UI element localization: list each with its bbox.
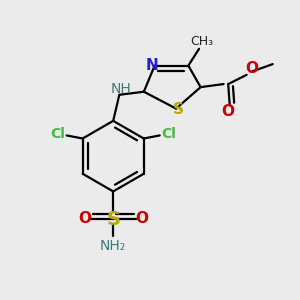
- Text: NH₂: NH₂: [100, 239, 126, 253]
- Text: O: O: [245, 61, 258, 76]
- Text: O: O: [78, 211, 91, 226]
- Text: N: N: [146, 58, 158, 73]
- Text: Cl: Cl: [50, 127, 65, 141]
- Text: NH: NH: [110, 82, 131, 96]
- Text: O: O: [135, 211, 148, 226]
- Text: S: S: [106, 209, 120, 229]
- Text: S: S: [172, 102, 183, 117]
- Text: CH₃: CH₃: [190, 35, 213, 48]
- Text: Cl: Cl: [161, 127, 176, 141]
- Text: O: O: [222, 103, 235, 118]
